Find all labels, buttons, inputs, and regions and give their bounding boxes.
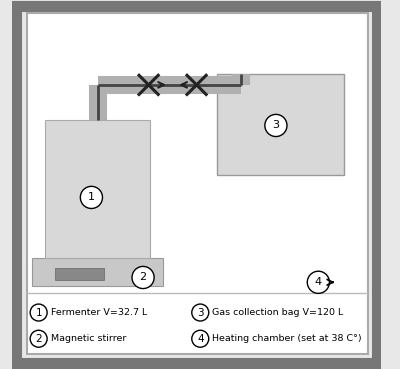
Circle shape: [265, 114, 287, 137]
Circle shape: [132, 266, 154, 289]
Text: 2: 2: [35, 334, 42, 344]
Bar: [217, 74, 344, 175]
Text: 4: 4: [197, 334, 204, 344]
Bar: [45, 120, 150, 258]
Circle shape: [192, 304, 209, 321]
Text: 4: 4: [315, 277, 322, 287]
Text: 3: 3: [197, 307, 204, 318]
Circle shape: [30, 304, 47, 321]
Bar: [54, 268, 104, 280]
Circle shape: [80, 186, 102, 208]
Text: Fermenter V=32.7 L: Fermenter V=32.7 L: [51, 308, 147, 317]
Bar: [32, 258, 163, 286]
Circle shape: [307, 271, 330, 293]
Circle shape: [192, 330, 209, 347]
Circle shape: [30, 330, 47, 347]
Text: Gas collection bag V=120 L: Gas collection bag V=120 L: [212, 308, 344, 317]
Text: 1: 1: [88, 192, 95, 203]
Text: 3: 3: [272, 120, 280, 131]
Text: Heating chamber (set at 38 C°): Heating chamber (set at 38 C°): [212, 334, 362, 343]
Text: 2: 2: [140, 272, 147, 283]
Text: 1: 1: [35, 307, 42, 318]
Text: Magnetic stirrer: Magnetic stirrer: [51, 334, 126, 343]
